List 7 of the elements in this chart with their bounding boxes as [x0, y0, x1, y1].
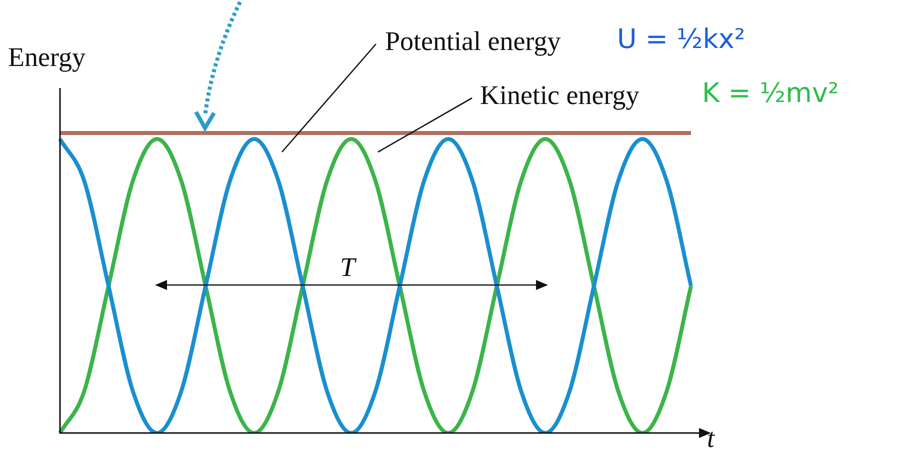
x-axis-title: t: [707, 423, 715, 450]
text: U = ½kx²: [617, 24, 746, 55]
text: K = ½mv²: [702, 78, 839, 109]
annotation: T: [340, 252, 356, 282]
y-axis-title: Energy: [8, 42, 86, 72]
text: Potential energy: [385, 26, 561, 56]
series-label: Kinetic energy: [480, 80, 640, 110]
